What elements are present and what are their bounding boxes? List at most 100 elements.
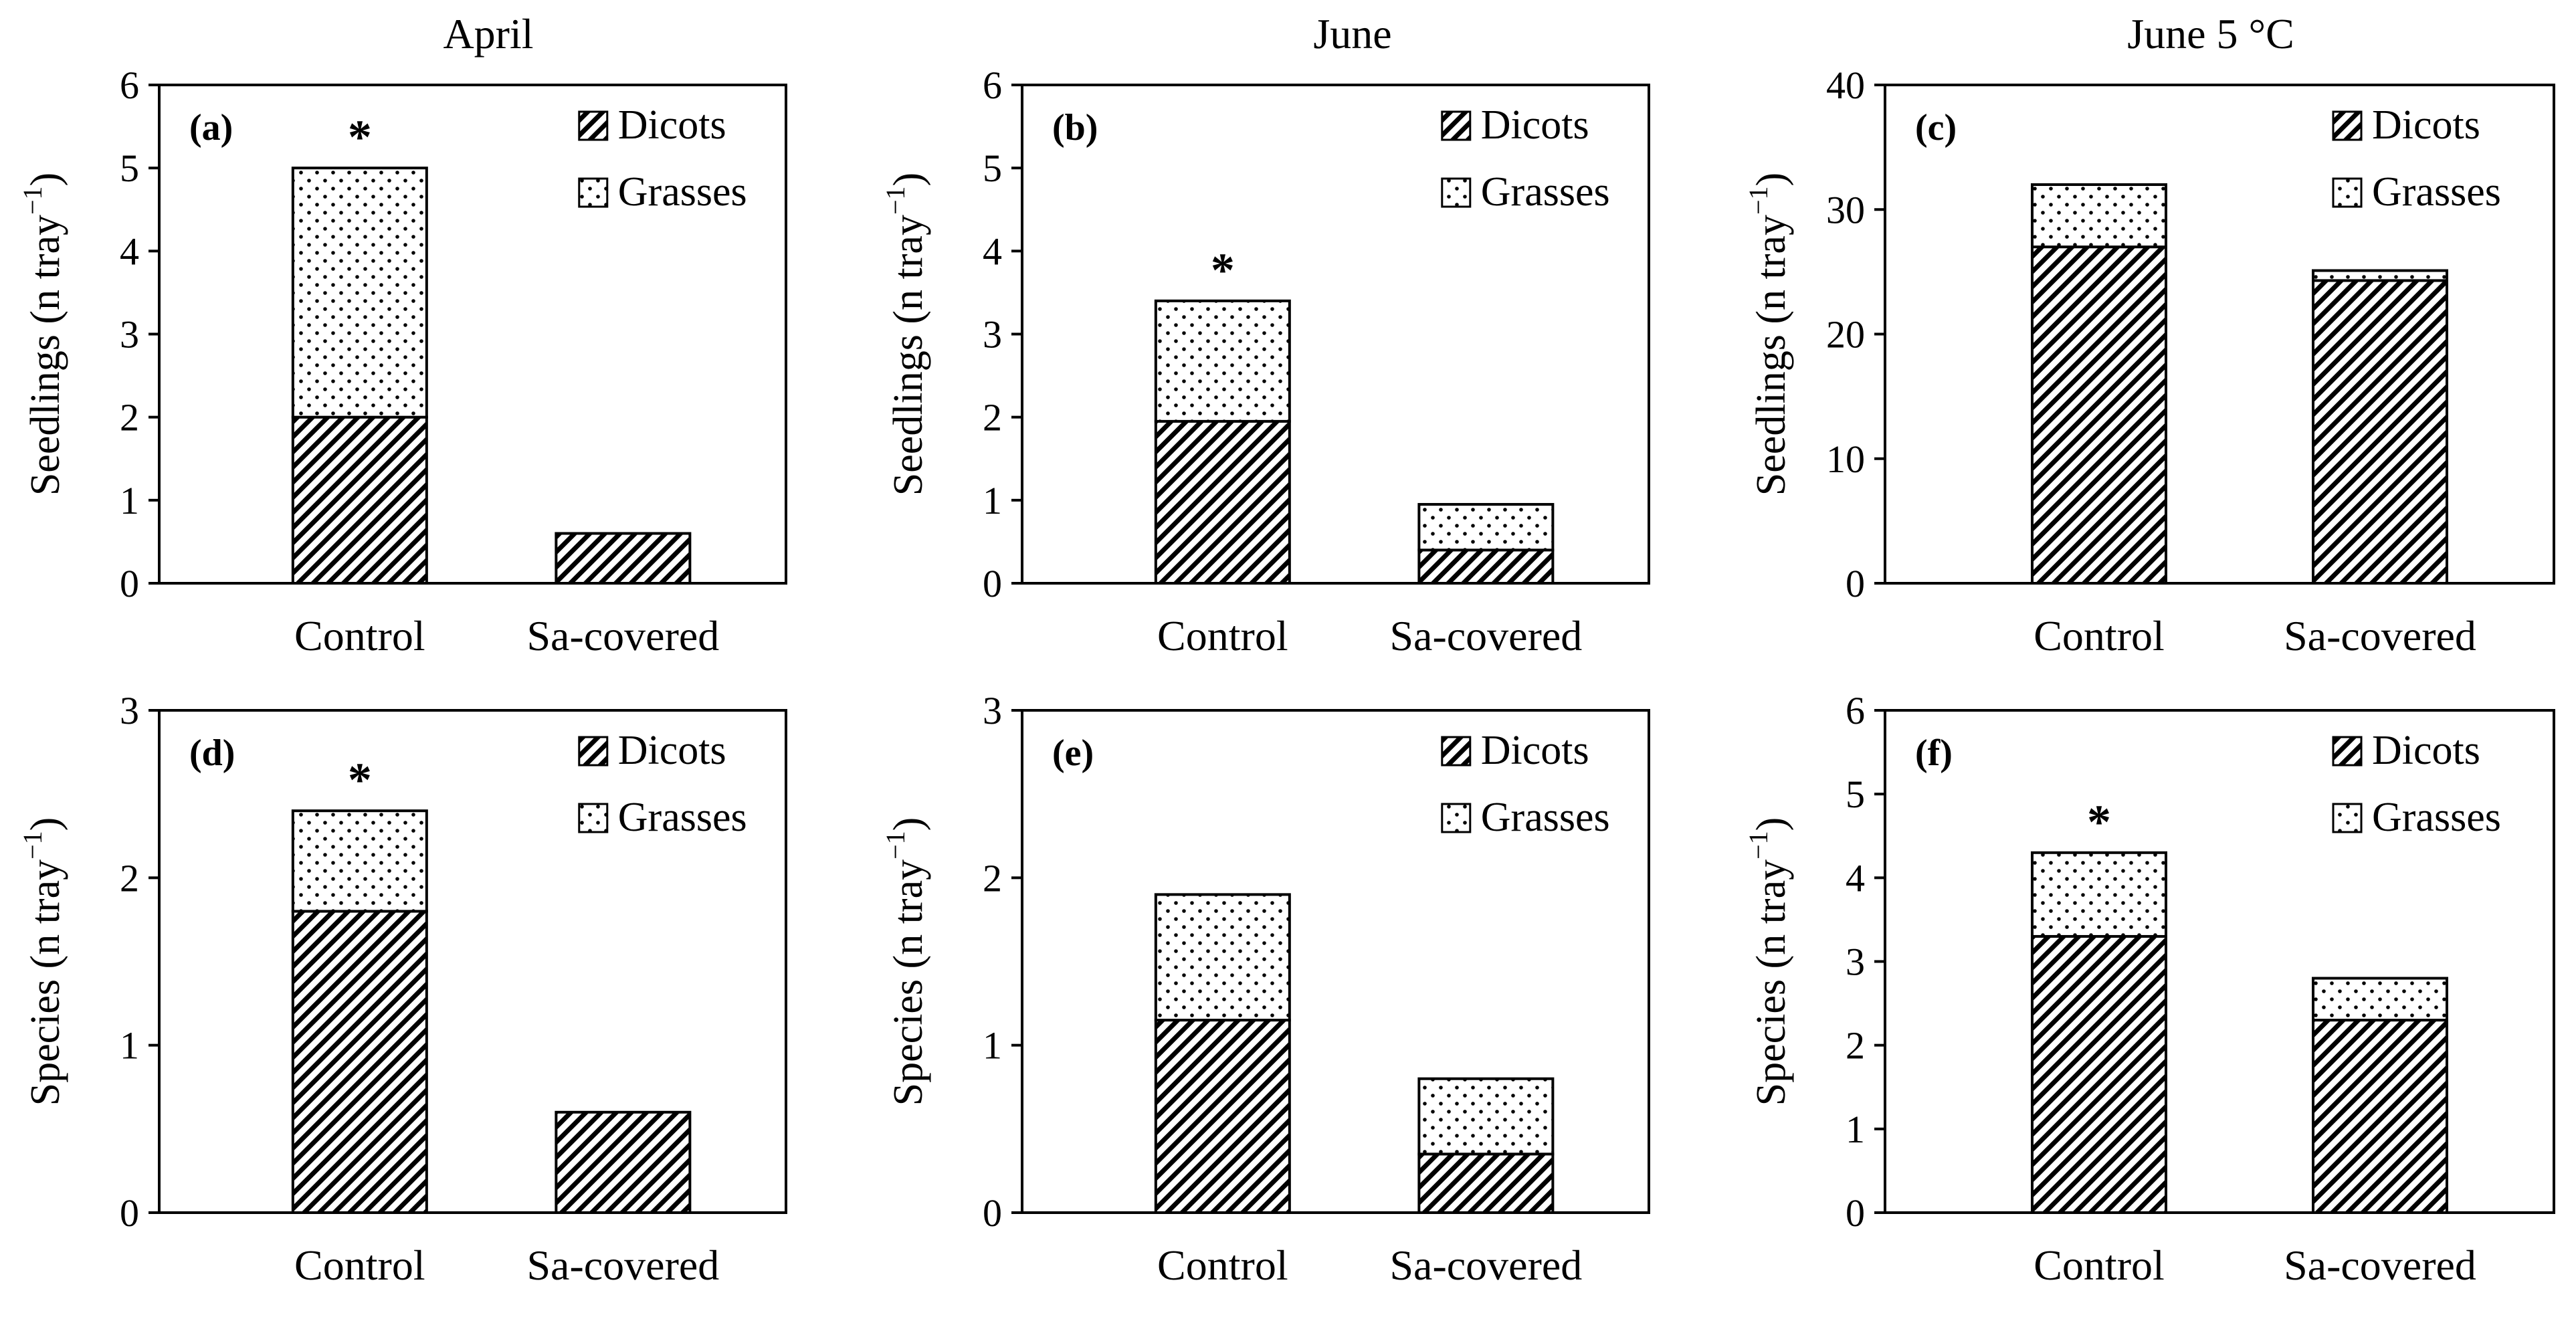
bar-dicots-sa-covered	[1417, 548, 1555, 585]
category-label: Control	[294, 612, 425, 660]
legend-swatch-grasses	[578, 803, 609, 833]
category-label: Control	[294, 1241, 425, 1289]
bar-grasses-sa-covered	[2312, 977, 2448, 1022]
y-axis-label-main: Species (n tray	[886, 859, 931, 1106]
legend-swatch-grasses	[578, 177, 609, 208]
y-axis-label-sup: −1	[17, 186, 47, 215]
significance-marker: *	[2087, 795, 2111, 849]
legend-swatch-dicots	[578, 736, 609, 767]
bar-dicots-control	[1154, 1019, 1291, 1215]
plot-frame	[158, 709, 787, 1214]
category-label: Control	[2034, 1241, 2165, 1289]
legend-label-dicots: Dicots	[2372, 102, 2480, 148]
y-axis-label-main: Seedlings (n tray	[1749, 215, 1794, 496]
legend-label-grasses: Grasses	[618, 795, 747, 840]
category-label: Sa-covered	[2284, 612, 2476, 660]
y-axis-label-main: Species (n tray	[1749, 859, 1794, 1106]
bar-grasses-sa-covered	[2312, 269, 2448, 282]
y-tick-label: 4	[983, 229, 1002, 273]
y-tick-label: 3	[983, 689, 1002, 732]
bar-dicots-control	[291, 910, 428, 1215]
bar-dicots-sa-covered	[1417, 1152, 1555, 1214]
y-axis-label: Species (n tray−1)	[1743, 817, 1794, 1106]
category-label: Control	[1157, 612, 1288, 660]
y-tick-label: 2	[983, 856, 1002, 900]
bar-grasses-control	[1154, 299, 1291, 423]
y-tick-label: 1	[120, 1024, 139, 1068]
category-label: Sa-covered	[526, 1241, 719, 1289]
legend-label-grasses: Grasses	[2372, 795, 2501, 840]
panel-label: (d)	[189, 732, 235, 774]
y-axis-label-sup: −1	[880, 186, 910, 215]
y-tick-label: 0	[120, 562, 139, 605]
legend-label-grasses: Grasses	[1481, 169, 1610, 215]
y-tick-label: 6	[1846, 689, 1865, 732]
y-tick-label: 5	[1846, 773, 1865, 816]
legend-swatch-dicots	[2332, 736, 2363, 767]
bar-dicots-control	[2031, 245, 2167, 585]
plot-frame	[1021, 84, 1650, 585]
legend-swatch-dicots	[1441, 110, 1472, 141]
y-tick-label: 1	[1846, 1108, 1865, 1151]
y-axis-label: Species (n tray−1)	[17, 817, 68, 1106]
y-tick-label: 6	[120, 64, 139, 107]
bar-dicots-control	[2031, 934, 2167, 1214]
y-tick-label: 2	[120, 856, 139, 900]
legend-swatch-grasses	[2332, 803, 2363, 833]
panel-5: Control Sa-covered 0 1 2 3 Species (n tray−1) (…	[880, 689, 1650, 1289]
y-tick-label: 4	[120, 229, 139, 273]
legend-swatch-dicots	[1441, 736, 1472, 767]
y-axis-label: Seedlings (n tray−1)	[880, 173, 931, 496]
y-axis-label: Seedlings (n tray−1)	[1743, 173, 1794, 496]
bar-dicots-sa-covered	[555, 1110, 692, 1215]
legend-label-dicots: Dicots	[618, 102, 726, 148]
legend-label-grasses: Grasses	[618, 169, 747, 215]
bar-dicots-sa-covered	[2312, 279, 2448, 585]
panel-3: Control Sa-covered 0 10 20 30 40 Seedlings (n t…	[1743, 64, 2555, 660]
y-axis-label-sup: −1	[1743, 831, 1773, 859]
y-tick-label: 40	[1826, 64, 1865, 107]
y-tick-label: 2	[120, 396, 139, 439]
panel-label: (e)	[1052, 732, 1094, 774]
y-axis-label: Seedlings (n tray−1)	[17, 173, 68, 496]
bar-grasses-control	[291, 809, 428, 913]
y-axis-label-tail: )	[1749, 817, 1794, 831]
legend-swatch-grasses	[1441, 177, 1472, 208]
legend-swatch-grasses	[2332, 177, 2363, 208]
bar-grasses-control	[291, 167, 428, 419]
panel-label: (c)	[1915, 107, 1957, 148]
bar-dicots-sa-covered	[555, 532, 692, 585]
significance-marker: *	[1211, 243, 1235, 297]
bar-dicots-sa-covered	[2312, 1019, 2448, 1215]
y-tick-label: 3	[1846, 940, 1865, 984]
bar-grasses-sa-covered	[1417, 1077, 1555, 1156]
y-axis-label-tail: )	[886, 173, 931, 187]
y-axis-label-main: Seedlings (n tray	[23, 215, 68, 496]
panel-1: * Control Sa-covered 0 1 2 3 4 5 6 Seedlings (n tr…	[17, 64, 787, 660]
y-tick-label: 2	[983, 396, 1002, 439]
bar-dicots-control	[291, 415, 428, 585]
column-title-june-5c: June 5 °C	[2127, 10, 2294, 58]
y-axis-label-sup: −1	[17, 831, 47, 859]
legend-label-grasses: Grasses	[1481, 795, 1610, 840]
y-axis-label-main: Species (n tray	[23, 859, 68, 1106]
y-tick-label: 2	[1846, 1024, 1865, 1068]
category-label: Control	[2034, 612, 2165, 660]
y-tick-label: 4	[1846, 856, 1865, 900]
category-label: Sa-covered	[526, 612, 719, 660]
y-axis-label-main: Seedlings (n tray	[886, 215, 931, 496]
y-tick-label: 0	[983, 562, 1002, 605]
panels: * Control Sa-covered 0 1 2 3 4 5 6 Seedlings (n tr…	[17, 64, 2555, 1289]
y-tick-label: 1	[983, 479, 1002, 522]
plot-frame	[158, 84, 787, 585]
y-tick-label: 3	[120, 689, 139, 732]
y-tick-label: 0	[120, 1191, 139, 1235]
category-label: Sa-covered	[1389, 612, 1582, 660]
panel-6: * Control Sa-covered 0 1 2 3 4 5 6 Species (n tray…	[1743, 689, 2555, 1289]
y-axis-label-tail: )	[23, 173, 68, 187]
y-tick-label: 0	[1846, 1191, 1865, 1235]
y-tick-label: 10	[1826, 437, 1865, 481]
legend-label-dicots: Dicots	[1481, 728, 1589, 773]
